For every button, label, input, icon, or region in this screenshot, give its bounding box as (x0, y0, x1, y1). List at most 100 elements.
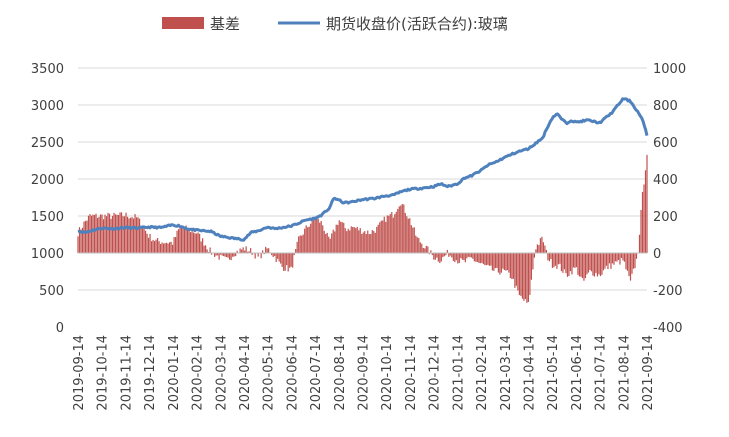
basis-bar (605, 253, 608, 266)
basis-bar (286, 253, 288, 266)
basis-bar (578, 253, 581, 277)
basis-bar (343, 222, 345, 253)
basis-bar (437, 253, 439, 262)
basis-bar (628, 253, 630, 277)
basis-bar (105, 216, 108, 253)
basis-bar (377, 224, 379, 253)
basis-bar (196, 233, 198, 253)
basis-bar (359, 228, 361, 253)
basis-bar (416, 237, 418, 253)
basis-bar (158, 241, 160, 253)
basis-bar (545, 249, 548, 253)
x-tick-label: 2021-02-14 (475, 335, 490, 411)
x-tick-label: 2020-06-14 (285, 335, 300, 411)
basis-bar (436, 253, 438, 258)
basis-bar (617, 253, 620, 261)
basis-bar (334, 231, 336, 253)
basis-bar (539, 238, 542, 253)
basis-bar (613, 253, 615, 265)
basis-bar (587, 253, 590, 273)
x-tick-label: 2020-09-14 (357, 335, 372, 411)
basis-bar (623, 253, 626, 262)
basis-bar (153, 241, 156, 253)
basis-bar (619, 253, 621, 265)
basis-bar (646, 154, 648, 253)
x-tick-label: 2021-09-14 (641, 335, 656, 411)
basis-bar (412, 227, 414, 253)
x-tick-label: 2021-06-14 (570, 335, 585, 411)
basis-bar (247, 251, 249, 253)
basis-bar (551, 253, 554, 268)
basis-bar (463, 253, 465, 261)
basis-bar (80, 229, 82, 253)
basis-bar (310, 223, 312, 253)
basis-bar (460, 253, 462, 259)
basis-bar (395, 211, 397, 253)
basis-bar (611, 253, 614, 264)
basis-bar (586, 253, 588, 275)
basis-bar (332, 229, 334, 253)
left-tick-label: 2500 (31, 136, 64, 151)
basis-bar (263, 253, 265, 255)
basis-bar (442, 253, 444, 258)
basis-bar (305, 225, 307, 253)
basis-bar (146, 233, 148, 253)
x-tick-label: 2020-05-14 (262, 335, 277, 411)
basis-bar (183, 226, 186, 253)
basis-bar (277, 253, 279, 259)
basis-bar (403, 204, 405, 253)
basis-bar (389, 214, 391, 253)
basis-bar (488, 253, 490, 266)
basis-bar (490, 253, 492, 266)
basis-bar (391, 212, 393, 253)
left-tick-label: 3500 (31, 62, 64, 77)
x-tick-label: 2021-05-14 (546, 335, 561, 411)
basis-bar (272, 253, 274, 257)
basis-bar (268, 248, 270, 253)
basis-bar (349, 230, 351, 253)
basis-bar (466, 253, 468, 259)
basis-bar (218, 253, 220, 260)
basis-bar (565, 253, 567, 274)
basis-bar (87, 215, 90, 253)
basis-bar (335, 224, 337, 253)
basis-bar (632, 253, 635, 269)
basis-bar (469, 253, 471, 258)
basis-bar (530, 253, 532, 280)
basis-bar (643, 184, 645, 253)
basis-bar (626, 253, 629, 271)
basis-bar (167, 243, 169, 253)
basis-bar (159, 244, 162, 253)
basis-bar (517, 253, 519, 291)
basis-bar (299, 235, 301, 253)
basis-bar (604, 253, 606, 269)
basis-bar (180, 227, 183, 253)
basis-bar (382, 220, 384, 253)
basis-bar (434, 253, 436, 260)
basis-bar (598, 253, 600, 275)
basis-bar (532, 253, 534, 270)
basis-bar (165, 242, 168, 253)
basis-bar (319, 222, 321, 253)
basis-bar (141, 227, 144, 253)
basis-bar (338, 220, 340, 253)
basis-bar (328, 236, 330, 253)
basis-bar (380, 220, 382, 253)
basis-bar (86, 220, 88, 253)
x-axis-ticks: 2019-09-14 2019-10-14 2019-11-14 2019-12-14… (72, 335, 656, 411)
basis-bar (421, 243, 423, 253)
basis-bar (410, 225, 412, 253)
basis-bar (610, 253, 612, 269)
basis-bar (120, 212, 123, 253)
x-tick-label: 2019-10-14 (96, 335, 111, 411)
basis-bar (635, 253, 638, 259)
basis-bar (209, 247, 211, 253)
basis-bar (506, 253, 508, 271)
basis-bar (398, 206, 400, 253)
basis-bar (149, 233, 151, 253)
basis-bar (544, 245, 546, 253)
basis-bar (499, 253, 501, 275)
basis-bar (413, 227, 415, 253)
basis-bar (559, 253, 561, 264)
basis-bar (595, 253, 597, 273)
